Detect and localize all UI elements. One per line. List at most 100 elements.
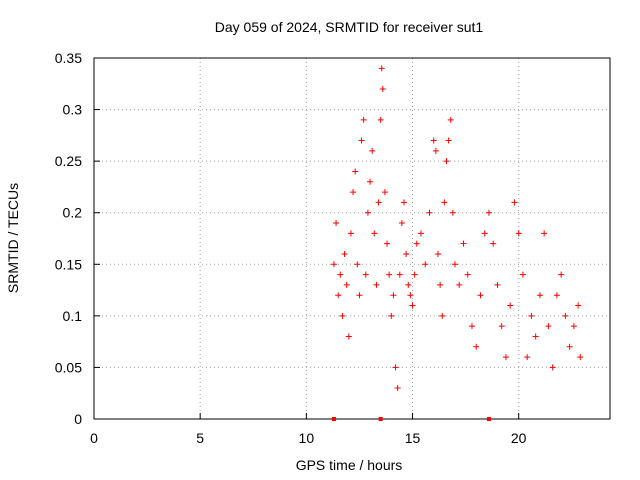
data-point bbox=[422, 261, 429, 268]
y-tick-label: 0.3 bbox=[63, 102, 83, 118]
data-point bbox=[352, 168, 359, 175]
chart-title: Day 059 of 2024, SRMTID for receiver sut… bbox=[215, 19, 484, 35]
zero-marker bbox=[378, 417, 383, 421]
data-point bbox=[577, 354, 584, 361]
y-axis-label: SRMTID / TECUs bbox=[5, 183, 21, 293]
data-point bbox=[426, 209, 433, 216]
data-point bbox=[354, 261, 361, 268]
data-point bbox=[485, 209, 492, 216]
data-point bbox=[430, 137, 437, 144]
data-point bbox=[407, 292, 414, 299]
data-point bbox=[413, 240, 420, 247]
data-point bbox=[378, 65, 385, 72]
data-point bbox=[481, 230, 488, 237]
data-point bbox=[367, 178, 374, 185]
x-axis-label: GPS time / hours bbox=[296, 457, 403, 473]
plot-frame bbox=[93, 57, 611, 420]
data-point bbox=[405, 281, 412, 288]
data-point bbox=[464, 271, 471, 278]
data-point bbox=[460, 240, 467, 247]
grid-lines bbox=[94, 58, 610, 419]
data-point bbox=[373, 281, 380, 288]
data-point bbox=[384, 240, 391, 247]
data-point bbox=[390, 292, 397, 299]
data-point bbox=[388, 312, 395, 319]
data-point bbox=[418, 230, 425, 237]
data-point bbox=[562, 312, 569, 319]
x-axis-ticks: 0 5 10 15 20 bbox=[90, 413, 527, 446]
data-point bbox=[381, 189, 388, 196]
data-point bbox=[515, 230, 522, 237]
data-point bbox=[524, 354, 531, 361]
data-point bbox=[375, 199, 382, 206]
data-point bbox=[570, 323, 577, 330]
zero-marker bbox=[486, 417, 491, 421]
data-point bbox=[498, 323, 505, 330]
data-point bbox=[432, 147, 439, 154]
data-point bbox=[468, 323, 475, 330]
data-point bbox=[401, 199, 408, 206]
y-tick-label: 0.15 bbox=[55, 256, 82, 272]
x-tick-label: 10 bbox=[299, 430, 315, 446]
zero-marker bbox=[331, 417, 336, 421]
data-point bbox=[439, 312, 446, 319]
data-point bbox=[553, 292, 560, 299]
data-point bbox=[507, 302, 514, 309]
data-point bbox=[362, 271, 369, 278]
data-point bbox=[396, 271, 403, 278]
data-point bbox=[339, 312, 346, 319]
data-point bbox=[451, 261, 458, 268]
data-point bbox=[409, 302, 416, 309]
y-tick-label: 0.2 bbox=[63, 205, 83, 221]
data-point bbox=[566, 343, 573, 350]
data-point bbox=[398, 220, 405, 227]
data-point bbox=[541, 230, 548, 237]
data-point bbox=[347, 230, 354, 237]
data-point bbox=[443, 158, 450, 165]
data-point bbox=[392, 364, 399, 371]
x-tick-label: 20 bbox=[511, 430, 527, 446]
data-point bbox=[575, 302, 582, 309]
data-point bbox=[345, 333, 352, 340]
data-point bbox=[528, 312, 535, 319]
data-point bbox=[403, 250, 410, 257]
data-point bbox=[441, 199, 448, 206]
data-point bbox=[545, 323, 552, 330]
data-point bbox=[371, 230, 378, 237]
data-point bbox=[356, 292, 363, 299]
y-tick-label: 0.05 bbox=[55, 359, 82, 375]
x-tick-label: 0 bbox=[90, 430, 98, 446]
data-point bbox=[473, 343, 480, 350]
data-point bbox=[343, 281, 350, 288]
data-point bbox=[532, 333, 539, 340]
data-point bbox=[377, 116, 384, 123]
data-point bbox=[411, 271, 418, 278]
data-point bbox=[437, 281, 444, 288]
data-point bbox=[447, 116, 454, 123]
data-point bbox=[337, 271, 344, 278]
data-point bbox=[449, 209, 456, 216]
data-point bbox=[350, 189, 357, 196]
data-point bbox=[511, 199, 518, 206]
data-point bbox=[549, 364, 556, 371]
data-point bbox=[333, 220, 340, 227]
data-point bbox=[341, 250, 348, 257]
data-point bbox=[335, 292, 342, 299]
data-point bbox=[386, 271, 393, 278]
data-point bbox=[435, 250, 441, 257]
data-point bbox=[445, 137, 452, 144]
data-point bbox=[360, 116, 367, 123]
y-axis-ticks: 0 0.05 0.1 0.15 0.2 0.25 0.3 0.35 bbox=[55, 50, 100, 427]
data-point bbox=[558, 271, 565, 278]
y-tick-label: 0.25 bbox=[55, 153, 82, 169]
data-point bbox=[456, 281, 463, 288]
data-point bbox=[494, 281, 501, 288]
data-point bbox=[394, 385, 401, 392]
data-point bbox=[358, 137, 365, 144]
data-point bbox=[502, 354, 509, 361]
data-point bbox=[536, 292, 543, 299]
y-tick-label: 0 bbox=[74, 411, 82, 427]
data-point bbox=[519, 271, 526, 278]
x-tick-label: 5 bbox=[196, 430, 204, 446]
